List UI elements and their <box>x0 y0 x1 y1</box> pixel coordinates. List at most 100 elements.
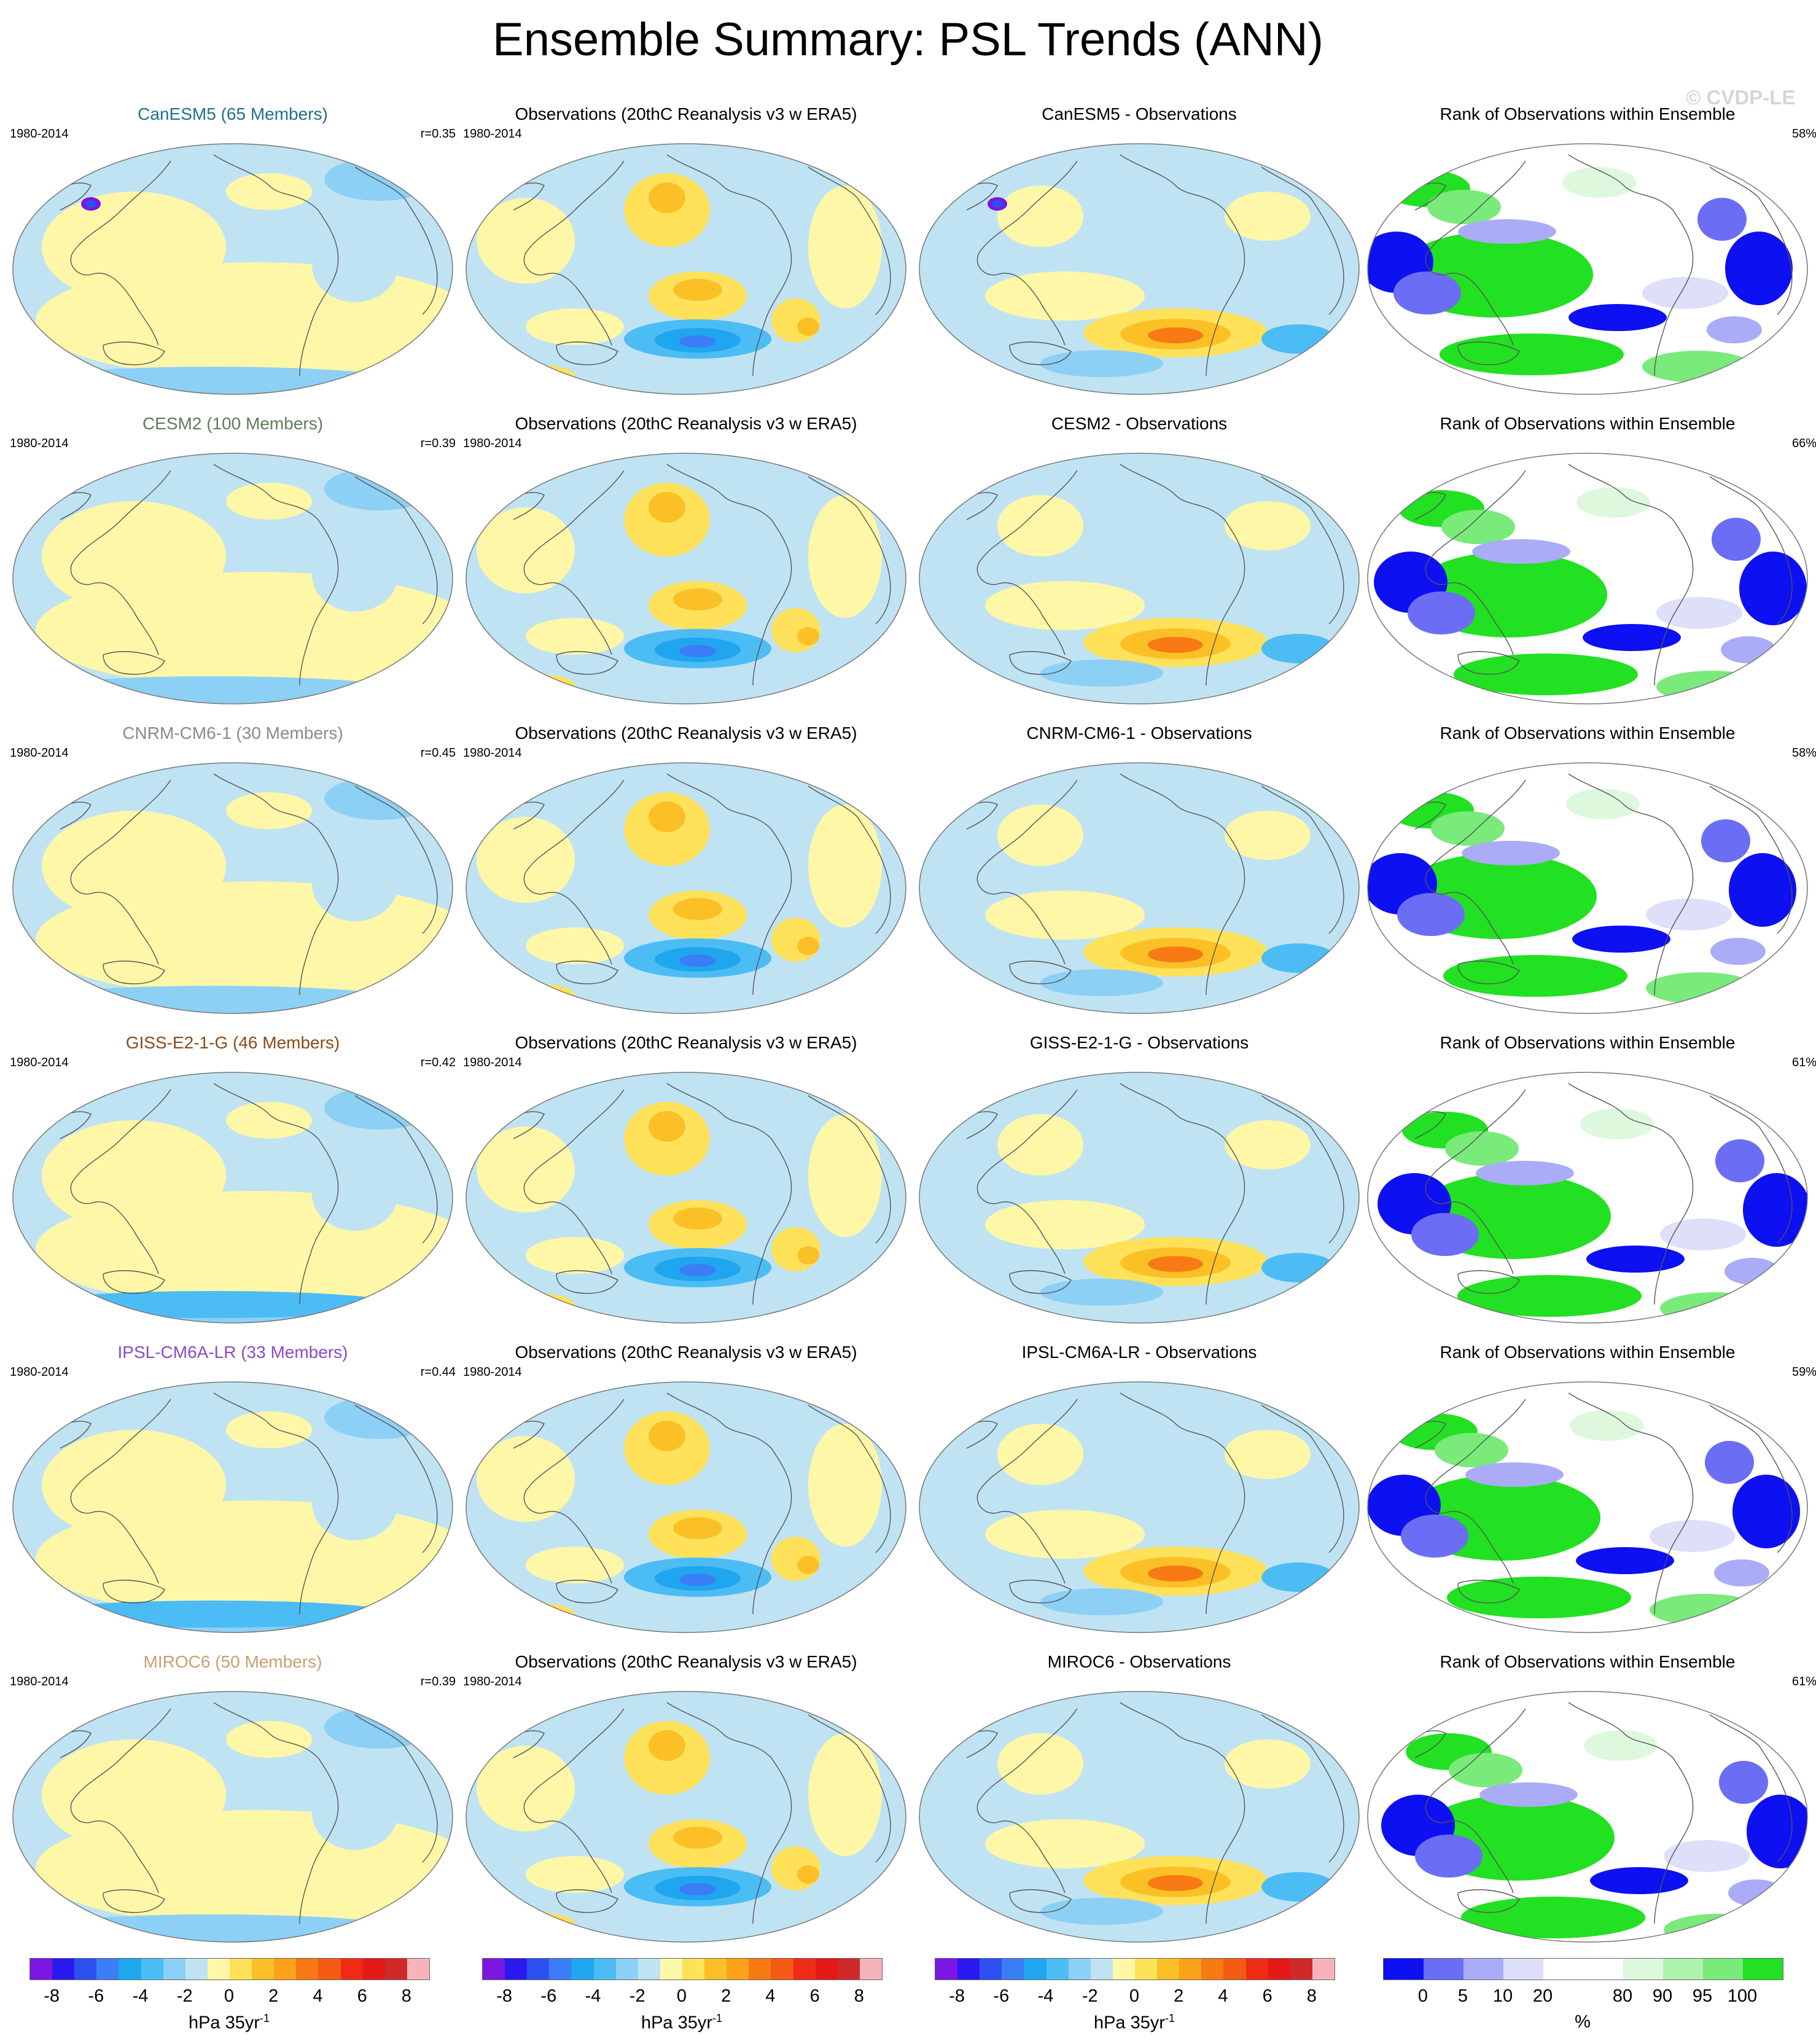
colorbar-swatches <box>1383 1958 1783 1980</box>
rank-colorbar: 0 5 10 20 80 90 95 100% <box>1383 1958 1801 2038</box>
coastline <box>976 779 1078 965</box>
rank-percentage: 58% <box>1791 746 1816 760</box>
rank-panel-title: Rank of Observations within Ensemble <box>1440 414 1736 433</box>
rank-region <box>1728 1879 1783 1906</box>
colorbar-tick-label: 8 <box>1306 1986 1317 2006</box>
coastline <box>1425 1398 1526 1584</box>
coastline <box>556 961 618 985</box>
rank-panel: Rank of Observations within Ensemble 61% <box>1363 1640 1816 1947</box>
trend-region <box>992 200 1003 208</box>
coastline <box>1120 1702 1245 1924</box>
coastline <box>666 1702 792 1924</box>
rank-region <box>1415 1835 1483 1878</box>
colorbar-unit-label: hPa 35yr-1 <box>188 2012 270 2033</box>
colorbar-tick-label: -2 <box>629 1986 645 2006</box>
colorbar-swatch <box>593 1959 616 1980</box>
trend-region <box>29 1291 398 1318</box>
diff-panel-title: MIROC6 - Observations <box>1047 1652 1231 1671</box>
model-panel: IPSL-CM6A-LR (33 Members) 1980-2014 r=0.44 <box>9 1330 457 1637</box>
colorbar-tick-label: 8 <box>854 1986 864 2006</box>
trend-region <box>985 891 1145 940</box>
rank-region <box>1697 198 1747 241</box>
trend-region <box>649 1421 685 1451</box>
trend-region <box>226 792 312 829</box>
coastline <box>523 1089 625 1274</box>
coastline <box>70 1089 171 1274</box>
coastline <box>1120 154 1245 376</box>
rank-region <box>1465 1462 1564 1487</box>
pattern-correlation: r=0.39 <box>420 1675 456 1688</box>
model-panel-title: IPSL-CM6A-LR (33 Members) <box>117 1343 348 1362</box>
trend-region <box>679 1264 716 1276</box>
trend-region <box>1261 1872 1335 1902</box>
rank-region <box>1701 819 1750 862</box>
colorbar-unit-label: hPa 35yr-1 <box>641 2012 723 2033</box>
diff-panel: CanESM5 - Observations <box>915 92 1363 399</box>
trend-region <box>1225 1739 1311 1788</box>
trend-region <box>501 674 575 696</box>
period-label: 1980-2014 <box>463 127 522 141</box>
colorbar-swatch <box>74 1959 97 1980</box>
colorbar-swatch <box>30 1959 53 1980</box>
trend-region <box>808 1424 882 1547</box>
colorbar-tick-label: -8 <box>496 1986 513 2006</box>
coastline <box>556 1270 618 1294</box>
rank-map <box>1367 1691 1808 1943</box>
rank-region <box>1479 1782 1578 1807</box>
rank-panel: Rank of Observations within Ensemble 58% <box>1363 711 1816 1018</box>
trend-region <box>501 984 575 1006</box>
trend-region <box>997 805 1083 866</box>
coastline <box>666 154 792 376</box>
trend-region <box>673 279 722 301</box>
period-label: 1980-2014 <box>463 1675 522 1688</box>
panel-row: IPSL-CM6A-LR (33 Members) 1980-2014 r=0.44… <box>0 1330 1816 1637</box>
coastline <box>808 1095 891 1244</box>
coastline <box>1261 476 1344 625</box>
colorbar-swatch <box>163 1959 185 1980</box>
rank-region <box>1435 1433 1508 1467</box>
rank-map <box>1367 143 1808 395</box>
coastline <box>1425 1708 1526 1894</box>
colorbar-swatch <box>1583 1959 1623 1980</box>
colorbar-tick-label: 100 <box>1727 1986 1758 2006</box>
trend-region <box>42 1120 226 1231</box>
model-panel-title: GISS-E2-1-G (46 Members) <box>125 1033 340 1052</box>
coastline <box>103 651 165 675</box>
diff-map <box>919 1072 1360 1324</box>
coastline <box>1709 786 1793 934</box>
map-border <box>1367 762 1808 1014</box>
trend-region <box>13 986 423 1013</box>
trend-region <box>477 1436 575 1522</box>
coastline <box>808 786 891 934</box>
colorbar-swatch <box>119 1959 141 1980</box>
colorbar-tick-label: 4 <box>1218 1986 1228 2006</box>
coastline <box>354 476 438 625</box>
rank-panel-title: Rank of Observations within Ensemble <box>1440 724 1736 743</box>
colorbar-swatch <box>1463 1959 1503 1980</box>
colorbar-swatch <box>1046 1959 1069 1980</box>
rank-region <box>1739 552 1807 625</box>
trend-region <box>526 618 624 655</box>
rank-panel-title: Rank of Observations within Ensemble <box>1440 1652 1736 1671</box>
coastline <box>1120 1392 1245 1615</box>
rank-region <box>1710 938 1766 965</box>
period-label: 1980-2014 <box>10 746 69 760</box>
colorbar-tick-label: 6 <box>809 1986 820 2006</box>
rank-panel-title: Rank of Observations within Ensemble <box>1440 1033 1736 1052</box>
colorbar-swatch <box>615 1959 638 1980</box>
map-border <box>466 453 906 704</box>
trend-region <box>997 1114 1083 1176</box>
map-border <box>12 1381 453 1633</box>
period-label: 1980-2014 <box>10 437 69 450</box>
colorbar-swatch <box>252 1959 275 1980</box>
coastline <box>70 779 171 965</box>
rank-region <box>1646 972 1756 1004</box>
colorbar-swatch <box>1179 1959 1202 1980</box>
coastline <box>1261 1095 1344 1244</box>
coastline <box>1425 1089 1526 1274</box>
trend-region <box>673 588 722 610</box>
trend-region <box>673 1207 722 1230</box>
rank-region <box>1562 167 1636 198</box>
rank-region <box>1729 853 1796 927</box>
colorbar-swatches <box>29 1958 430 1980</box>
